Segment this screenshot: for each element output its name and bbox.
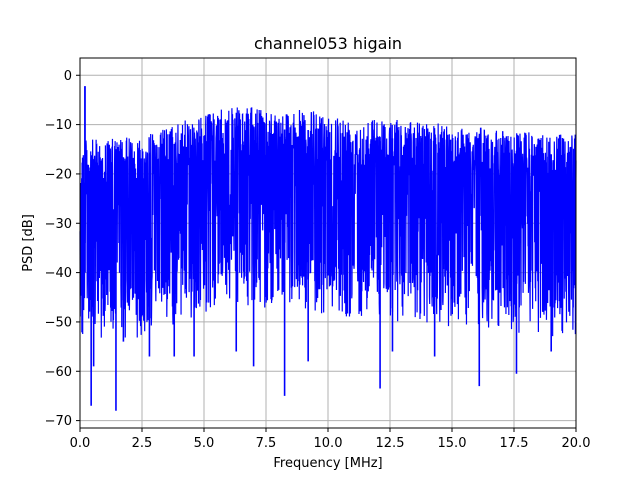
- x-tick-label: 5.0: [194, 436, 215, 451]
- x-tick-label: 12.5: [376, 436, 405, 451]
- x-tick-label: 7.5: [256, 436, 277, 451]
- y-axis: 0 −10 −20 −30 −40 −50 −60 −70: [45, 69, 80, 429]
- plot-area: [79, 86, 577, 411]
- psd-series-line: [79, 107, 577, 338]
- y-tick-label: −40: [45, 266, 72, 281]
- x-tick-label: 17.5: [500, 436, 529, 451]
- y-tick-label: −20: [45, 167, 72, 182]
- x-tick-label: 15.0: [438, 436, 467, 451]
- y-tick-label: −60: [45, 365, 72, 380]
- x-tick-label: 10.0: [314, 436, 343, 451]
- chart-title: channel053 higain: [254, 34, 402, 53]
- x-tick-label: 0.0: [70, 436, 91, 451]
- y-tick-label: −30: [45, 217, 72, 232]
- y-tick-label: 0: [64, 69, 72, 84]
- y-tick-label: −10: [45, 118, 72, 133]
- x-tick-label: 2.5: [132, 436, 153, 451]
- x-tick-label: 20.0: [562, 436, 591, 451]
- y-axis-label: PSD [dB]: [21, 214, 36, 272]
- x-axis-label: Frequency [MHz]: [273, 456, 382, 471]
- y-tick-label: −70: [45, 414, 72, 429]
- y-tick-label: −50: [45, 315, 72, 330]
- x-axis: 0.0 2.5 5.0 7.5 10.0 12.5 15.0 17.5 20.0: [70, 428, 591, 451]
